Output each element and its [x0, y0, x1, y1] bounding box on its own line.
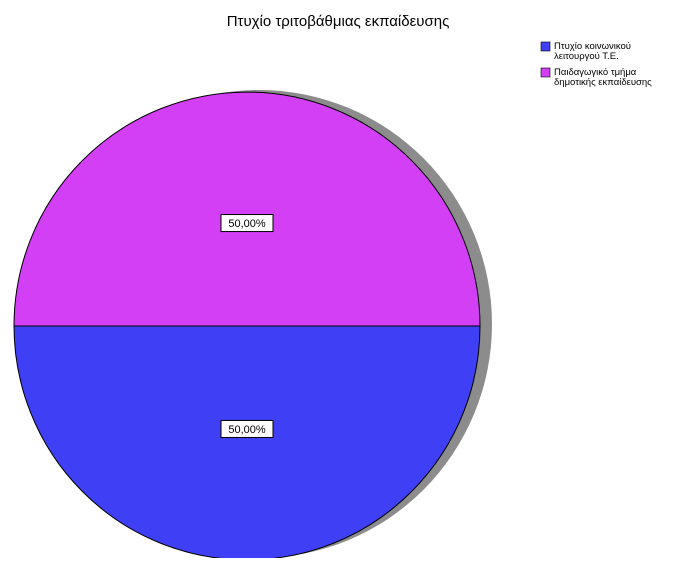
pie-slice: [13, 325, 481, 561]
legend-swatch: [540, 67, 551, 78]
slice-label-text: 50,00%: [228, 218, 266, 230]
legend-label-line: δημοτικής εκπαίδευσης: [554, 77, 652, 88]
pie-slices-layer: [13, 91, 481, 561]
slice-label-box: [220, 214, 274, 233]
chart-title: Πτυχίο τριτοβάθμιας εκπαίδευσης: [227, 13, 450, 30]
legend-swatch: [540, 41, 551, 52]
legend-label-line: Πτυχίο κοινωνικού: [554, 41, 631, 52]
legend-label-line: Παιδαγωγικό τμήμα: [554, 67, 637, 78]
pie-labels-layer: 50,00% 50,00%: [220, 214, 274, 438]
slice-label: 50,00%: [220, 419, 274, 438]
legend-label-line: λειτουργού Τ.Ε.: [554, 51, 619, 62]
slice-label-box: [220, 419, 274, 438]
slice-label: 50,00%: [220, 214, 274, 233]
pie-slice: [13, 91, 481, 327]
slice-label-text: 50,00%: [228, 424, 266, 436]
